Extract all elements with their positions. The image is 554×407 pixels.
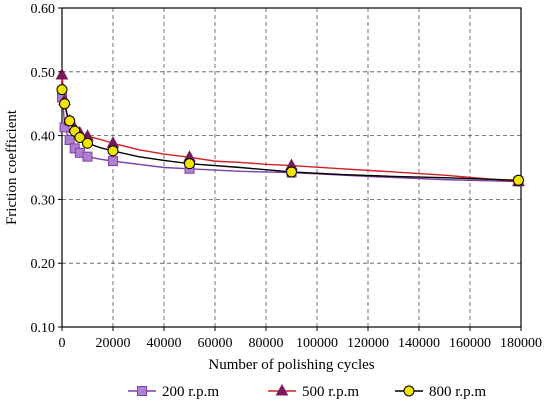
x-tick-label: 140000 [398, 336, 440, 351]
data-point [107, 145, 119, 157]
data-point [59, 98, 71, 110]
y-tick-label: 0.20 [31, 257, 56, 272]
data-point [64, 115, 76, 127]
data-point [82, 151, 93, 162]
legend-label: 200 r.p.m [162, 384, 219, 400]
legend-label: 500 r.p.m [302, 384, 359, 400]
x-tick-label: 0 [59, 336, 66, 351]
y-tick-label: 0.50 [31, 66, 56, 81]
data-point [82, 137, 93, 149]
data-point [64, 135, 75, 146]
legend-marker [275, 383, 289, 396]
data-point [512, 174, 524, 186]
x-axis-ticks: 0 20000 40000 60000 80000 100000 120000 140000 1… [59, 327, 542, 351]
y-tick-label: 0.40 [31, 130, 56, 145]
x-tick-label: 180000 [500, 336, 542, 351]
x-axis-label: Number of polishing cycles [208, 357, 374, 373]
x-tick-label: 40000 [147, 336, 182, 351]
data-point [184, 158, 195, 170]
x-tick-label: 60000 [198, 336, 233, 351]
data-point [74, 132, 86, 144]
legend: 200 r.p.m 500 r.p.m 800 r.p.m [128, 383, 486, 400]
plot-area-frame [61, 7, 522, 328]
data-point [286, 166, 297, 178]
data-point [56, 84, 68, 96]
legend-item-1: 200 r.p.m [128, 384, 219, 400]
legend-item-3: 800 r.p.m [395, 384, 486, 400]
y-axis-label: Friction coefficient [4, 109, 20, 225]
legend-label: 800 r.p.m [429, 384, 486, 400]
x-tick-label: 120000 [347, 336, 389, 351]
x-tick-label: 100000 [296, 336, 338, 351]
y-tick-label: 0.60 [31, 2, 56, 17]
legend-item-2: 500 r.p.m [268, 383, 359, 400]
y-tick-label: 0.10 [31, 321, 56, 336]
data-point [55, 67, 69, 80]
x-tick-label: 20000 [96, 336, 131, 351]
y-axis-ticks: 0.10 0.20 0.30 0.40 0.50 0.60 [31, 2, 62, 336]
x-tick-label: 160000 [449, 336, 491, 351]
x-tick-label: 80000 [249, 336, 284, 351]
legend-marker [403, 385, 415, 397]
y-tick-label: 0.30 [31, 193, 56, 208]
data-point [108, 156, 118, 167]
series-markers [55, 67, 525, 187]
legend-marker [137, 386, 147, 396]
series-markers-3 [56, 84, 524, 186]
